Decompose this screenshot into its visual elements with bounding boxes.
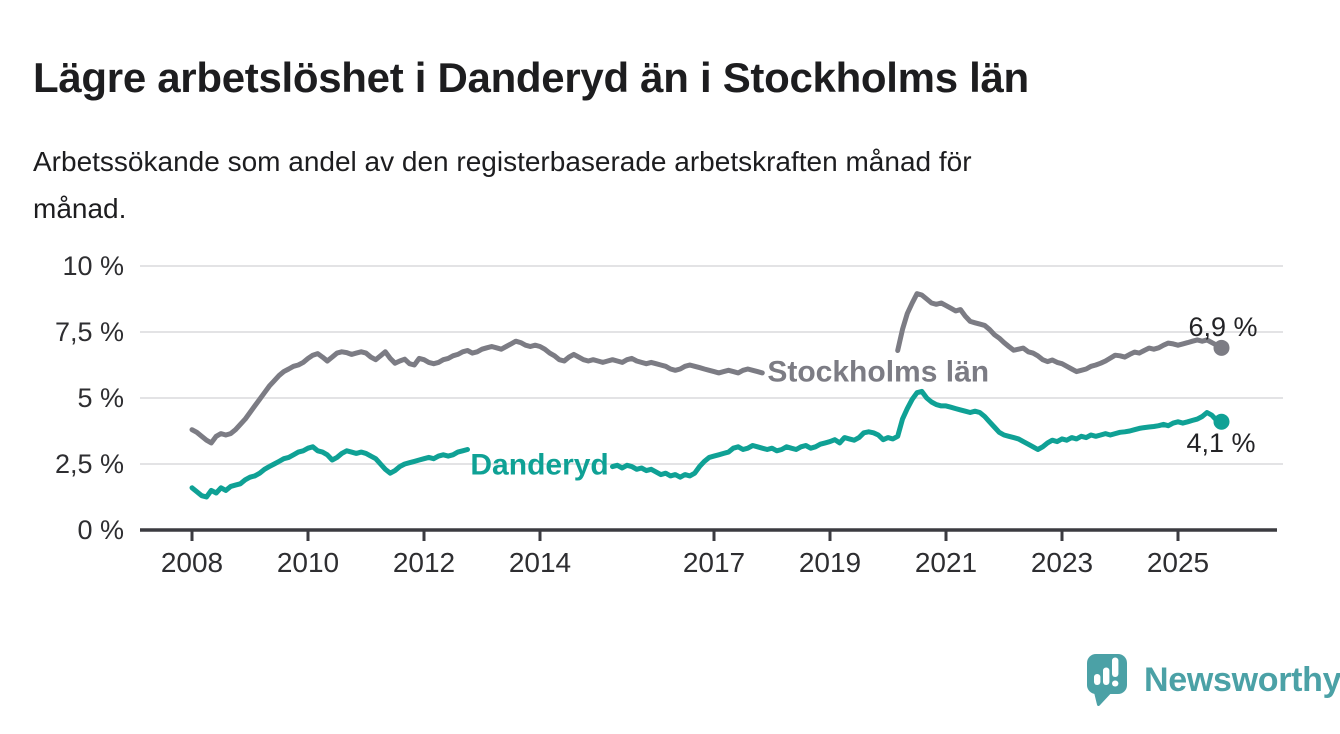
x-tick-label-2008: 2008 [161, 547, 223, 578]
x-tick-label-2021: 2021 [915, 547, 977, 578]
x-tick-label-2017: 2017 [683, 547, 745, 578]
y-tick-label-2.5: 2,5 % [55, 449, 124, 479]
x-tick-label-2025: 2025 [1147, 547, 1209, 578]
x-tick-label-2010: 2010 [277, 547, 339, 578]
logo-bubble-tail [1093, 688, 1114, 706]
x-tick-label-2023: 2023 [1031, 547, 1093, 578]
y-tick-label-5: 5 % [77, 383, 124, 413]
series-inline-label-Danderyd: Danderyd [470, 449, 608, 482]
logo-bar-short [1094, 674, 1101, 685]
series-line-Danderyd-seg1 [610, 388, 1224, 480]
x-tick-label-2012: 2012 [393, 547, 455, 578]
chart-subtitle: Arbetssökande som andel av den registerb… [33, 138, 1233, 232]
chart-subtitle-line1: Arbetssökande som andel av den registerb… [33, 146, 972, 177]
speech-bubble-bar-chart-icon [1087, 654, 1127, 706]
end-dot-Danderyd [1213, 413, 1230, 430]
logo-bar-tall [1112, 657, 1119, 677]
series-inline-label-Stockholms län: Stockholms län [767, 356, 989, 389]
end-value-label-Danderyd: 4,1 % [1186, 428, 1255, 458]
chart-subtitle-line2: månad. [33, 193, 127, 224]
newsworthy-logo: Newsworthy [1085, 653, 1340, 707]
chart-title: Lägre arbetslöshet i Danderyd än i Stock… [33, 54, 1029, 102]
brand-name: Newsworthy [1144, 661, 1340, 699]
end-dot-Stockholms län [1213, 339, 1230, 356]
y-tick-label-0: 0 % [77, 515, 124, 545]
series-line-Danderyd-seg0 [189, 444, 470, 500]
x-tick-label-2019: 2019 [799, 547, 861, 578]
x-tick-label-2014: 2014 [509, 547, 571, 578]
y-tick-label-7.5: 7,5 % [55, 317, 124, 347]
end-value-label-Stockholms län: 6,9 % [1188, 312, 1257, 342]
y-tick-label-10: 10 % [62, 251, 124, 281]
logo-bar-dot [1112, 680, 1119, 687]
series-line-Stockholms län-seg1 [895, 291, 1224, 375]
series-line-Stockholms län-seg0 [189, 338, 765, 446]
logo-bar-medium [1103, 667, 1110, 685]
